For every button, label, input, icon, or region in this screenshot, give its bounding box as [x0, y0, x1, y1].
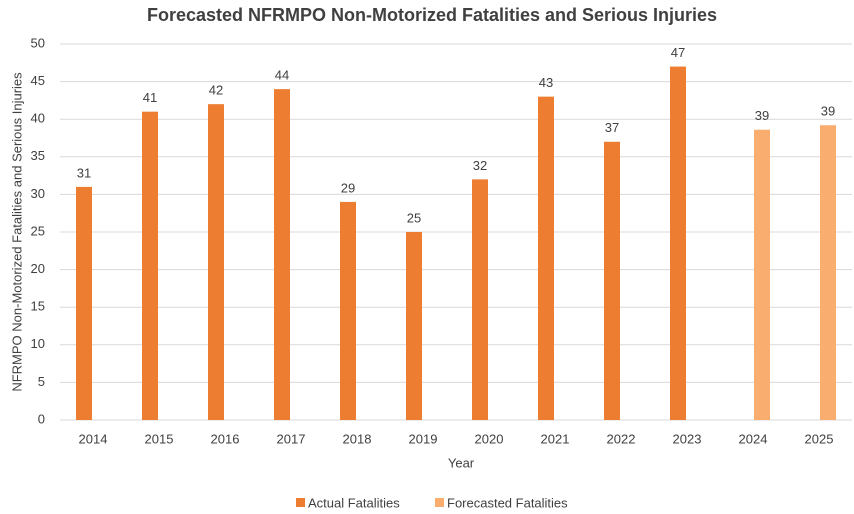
- bar: [754, 129, 770, 420]
- bar: [406, 232, 422, 420]
- bar: [274, 89, 290, 421]
- x-tick-label: 2018: [343, 431, 372, 446]
- bar: [340, 201, 356, 420]
- bar: [208, 104, 224, 420]
- y-tick-label: 40: [31, 111, 45, 126]
- x-tick-label: 2017: [277, 431, 306, 446]
- data-label: 39: [755, 108, 769, 123]
- y-axis-label: NFRMPO Non-Motorized Fatalities and Seri…: [9, 72, 24, 392]
- legend-swatch: [435, 498, 444, 507]
- y-tick-label: 45: [31, 73, 45, 88]
- y-tick-label: 35: [31, 148, 45, 163]
- x-tick-label: 2019: [409, 431, 438, 446]
- y-tick-label: 0: [38, 411, 45, 426]
- chart-title: Forecasted NFRMPO Non-Motorized Fataliti…: [147, 5, 717, 25]
- legend-swatch: [296, 498, 305, 507]
- y-tick-label: 15: [31, 299, 45, 314]
- y-tick-label: 5: [38, 374, 45, 389]
- y-tick-label: 25: [31, 223, 45, 238]
- data-label: 44: [275, 68, 289, 83]
- data-label: 43: [539, 75, 553, 90]
- y-tick-label: 50: [31, 35, 45, 50]
- y-tick-label: 30: [31, 186, 45, 201]
- bar: [538, 96, 554, 420]
- x-tick-label: 2022: [607, 431, 636, 446]
- bar: [142, 111, 158, 421]
- data-label: 37: [605, 120, 619, 135]
- x-tick-label: 2020: [475, 431, 504, 446]
- x-tick-label: 2016: [211, 431, 240, 446]
- data-label: 31: [77, 165, 91, 180]
- x-tick-label: 2025: [805, 431, 834, 446]
- x-axis-label: Year: [448, 455, 475, 470]
- legend-label: Forecasted Fatalities: [447, 495, 568, 510]
- data-label: 39: [821, 104, 835, 119]
- x-tick-label: 2024: [739, 431, 768, 446]
- bar: [604, 141, 620, 420]
- data-label: 32: [473, 158, 487, 173]
- data-label: 25: [407, 210, 421, 225]
- y-tick-label: 20: [31, 261, 45, 276]
- data-label: 29: [341, 180, 355, 195]
- data-label: 41: [143, 90, 157, 105]
- x-tick-label: 2015: [145, 431, 174, 446]
- x-tick-label: 2014: [79, 431, 108, 446]
- data-label: 47: [671, 45, 685, 60]
- y-tick-label: 10: [31, 336, 45, 351]
- x-tick-label: 2021: [541, 431, 570, 446]
- data-label: 42: [209, 83, 223, 98]
- x-tick-label: 2023: [673, 431, 702, 446]
- bar: [670, 66, 686, 420]
- bar: [76, 186, 92, 420]
- legend-label: Actual Fatalities: [308, 495, 400, 510]
- bar: [472, 179, 488, 420]
- bar: [820, 125, 836, 420]
